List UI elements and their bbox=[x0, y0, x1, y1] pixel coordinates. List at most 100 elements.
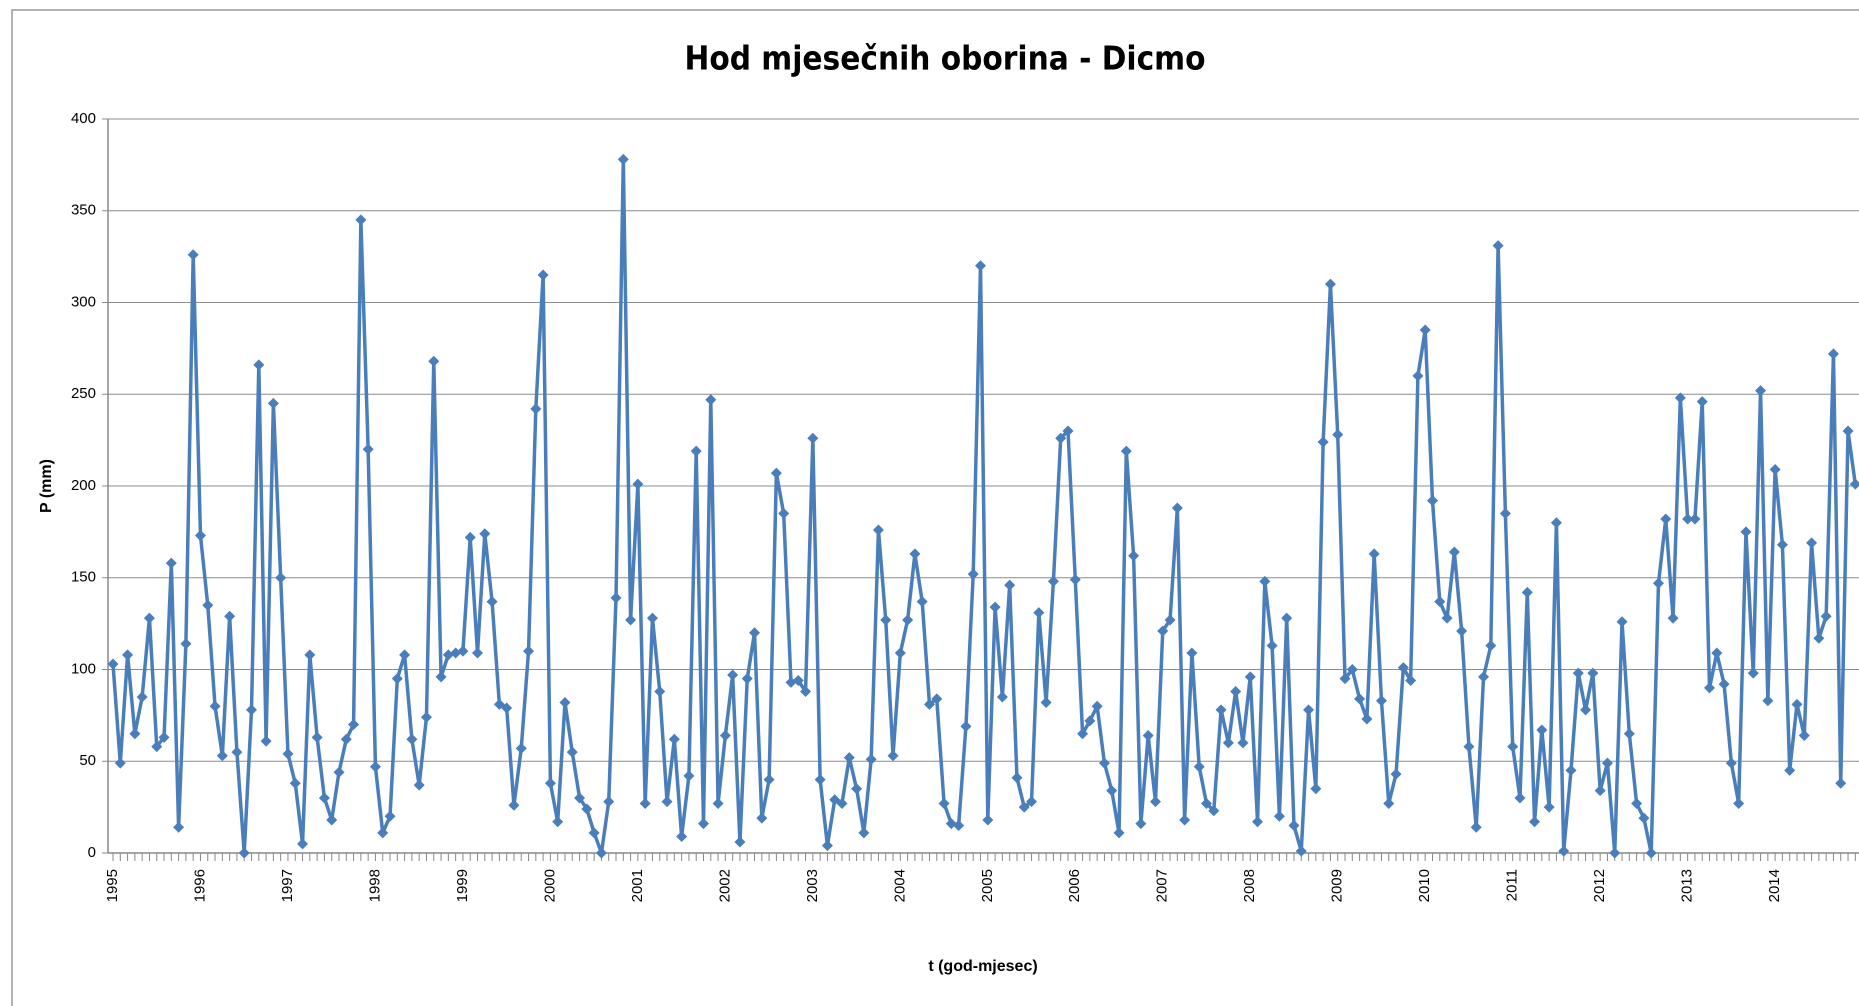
data-point bbox=[1762, 695, 1774, 707]
data-point bbox=[464, 531, 476, 543]
data-point bbox=[1303, 704, 1315, 716]
y-tick-label: 150 bbox=[71, 569, 96, 586]
data-point bbox=[1281, 612, 1293, 624]
data-point bbox=[1485, 640, 1497, 652]
data-point bbox=[282, 748, 294, 760]
data-point bbox=[836, 797, 848, 809]
data-point bbox=[1332, 429, 1344, 441]
x-tick-label: 2009 bbox=[1329, 869, 1346, 902]
data-point bbox=[194, 530, 206, 542]
y-tick-label: 350 bbox=[71, 202, 96, 219]
data-point bbox=[690, 445, 702, 457]
data-point bbox=[1434, 596, 1446, 608]
data-point bbox=[1128, 550, 1140, 562]
data-point bbox=[384, 810, 396, 822]
x-tick-label: 2011 bbox=[1504, 869, 1521, 901]
data-point bbox=[996, 691, 1008, 703]
data-point bbox=[909, 548, 921, 560]
data-point bbox=[581, 803, 593, 815]
data-point bbox=[1098, 757, 1110, 769]
data-point bbox=[1405, 675, 1417, 687]
data-point bbox=[588, 827, 600, 839]
data-point bbox=[1149, 796, 1161, 808]
data-point bbox=[1631, 797, 1643, 809]
data-point bbox=[435, 671, 447, 683]
data-point bbox=[1215, 704, 1227, 716]
data-point bbox=[1798, 730, 1810, 742]
data-point bbox=[523, 645, 535, 657]
data-point bbox=[391, 673, 403, 685]
data-point bbox=[1055, 432, 1067, 444]
y-tick-label: 250 bbox=[71, 385, 96, 402]
data-point bbox=[1718, 678, 1730, 690]
data-point bbox=[1784, 764, 1796, 776]
data-point bbox=[1616, 616, 1628, 628]
data-point bbox=[1222, 737, 1234, 749]
data-point bbox=[676, 830, 688, 842]
data-point bbox=[1310, 783, 1322, 795]
data-point bbox=[231, 746, 243, 758]
data-point bbox=[318, 792, 330, 804]
data-point bbox=[574, 792, 586, 804]
data-point bbox=[1543, 801, 1555, 813]
data-point bbox=[304, 649, 316, 661]
data-point bbox=[872, 524, 884, 536]
data-point bbox=[734, 836, 746, 848]
x-tick-label: 1999 bbox=[454, 869, 471, 902]
data-point bbox=[1835, 777, 1847, 789]
x-tick-label: 2003 bbox=[804, 869, 821, 902]
data-point bbox=[1142, 730, 1154, 742]
data-point bbox=[625, 614, 637, 626]
data-point bbox=[1091, 700, 1103, 712]
data-point bbox=[1244, 671, 1256, 683]
data-point bbox=[1645, 847, 1657, 859]
data-point bbox=[821, 840, 833, 852]
data-point bbox=[1047, 575, 1059, 587]
data-point bbox=[1492, 240, 1504, 252]
data-point bbox=[603, 796, 615, 808]
data-point bbox=[340, 733, 352, 745]
x-tick-label: 2008 bbox=[1241, 869, 1258, 902]
chart-frame bbox=[11, 9, 1859, 1006]
data-point bbox=[224, 610, 236, 622]
data-point bbox=[683, 770, 695, 782]
data-point bbox=[209, 700, 221, 712]
data-point bbox=[1674, 392, 1686, 404]
data-point bbox=[800, 686, 812, 698]
data-point bbox=[530, 403, 542, 415]
data-point bbox=[1062, 425, 1074, 437]
x-tick-label: 2004 bbox=[891, 869, 908, 902]
data-point bbox=[1419, 324, 1431, 336]
data-point bbox=[1368, 548, 1380, 560]
data-point bbox=[1193, 761, 1205, 773]
data-point bbox=[741, 673, 753, 685]
data-point bbox=[1339, 673, 1351, 685]
data-point bbox=[1769, 463, 1781, 475]
data-point bbox=[1273, 810, 1285, 822]
data-point bbox=[792, 675, 804, 687]
data-point bbox=[1208, 805, 1220, 817]
data-point bbox=[1252, 816, 1264, 828]
data-point bbox=[1375, 695, 1387, 707]
data-point bbox=[778, 508, 790, 520]
y-tick-label: 200 bbox=[71, 477, 96, 494]
y-tick-label: 400 bbox=[71, 110, 96, 127]
data-point bbox=[1623, 728, 1635, 740]
data-point bbox=[1594, 785, 1606, 797]
data-point bbox=[953, 819, 965, 831]
data-point bbox=[1383, 797, 1395, 809]
data-point bbox=[238, 847, 250, 859]
data-point bbox=[537, 269, 549, 281]
data-point bbox=[646, 612, 658, 624]
data-point bbox=[610, 592, 622, 604]
data-point bbox=[1470, 821, 1482, 833]
data-point bbox=[151, 741, 163, 753]
data-point bbox=[807, 432, 819, 444]
data-point bbox=[1077, 728, 1089, 740]
data-point bbox=[1033, 607, 1045, 619]
data-point bbox=[1317, 436, 1329, 448]
data-point bbox=[1259, 575, 1271, 587]
data-point bbox=[749, 627, 761, 639]
data-point bbox=[362, 443, 374, 455]
